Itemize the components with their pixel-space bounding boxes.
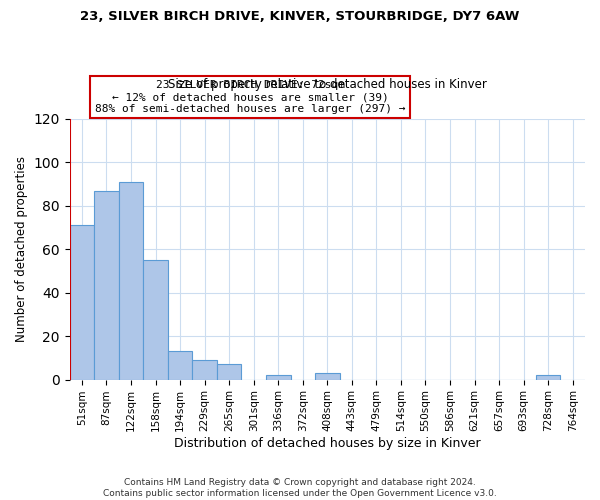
Bar: [70, 226, 94, 380]
Text: 23, SILVER BIRCH DRIVE, KINVER, STOURBRIDGE, DY7 6AW: 23, SILVER BIRCH DRIVE, KINVER, STOURBRI…: [80, 10, 520, 23]
Bar: [266, 376, 290, 380]
Bar: [168, 352, 193, 380]
Title: Size of property relative to detached houses in Kinver: Size of property relative to detached ho…: [168, 78, 487, 92]
Bar: [217, 364, 241, 380]
Bar: [94, 190, 119, 380]
Y-axis label: Number of detached properties: Number of detached properties: [15, 156, 28, 342]
Bar: [315, 373, 340, 380]
Text: Contains HM Land Registry data © Crown copyright and database right 2024.
Contai: Contains HM Land Registry data © Crown c…: [103, 478, 497, 498]
Bar: [119, 182, 143, 380]
X-axis label: Distribution of detached houses by size in Kinver: Distribution of detached houses by size …: [174, 437, 481, 450]
Bar: [193, 360, 217, 380]
Bar: [536, 376, 560, 380]
Text: 23 SILVER BIRCH DRIVE: 72sqm
← 12% of detached houses are smaller (39)
88% of se: 23 SILVER BIRCH DRIVE: 72sqm ← 12% of de…: [95, 80, 405, 114]
Bar: [143, 260, 168, 380]
